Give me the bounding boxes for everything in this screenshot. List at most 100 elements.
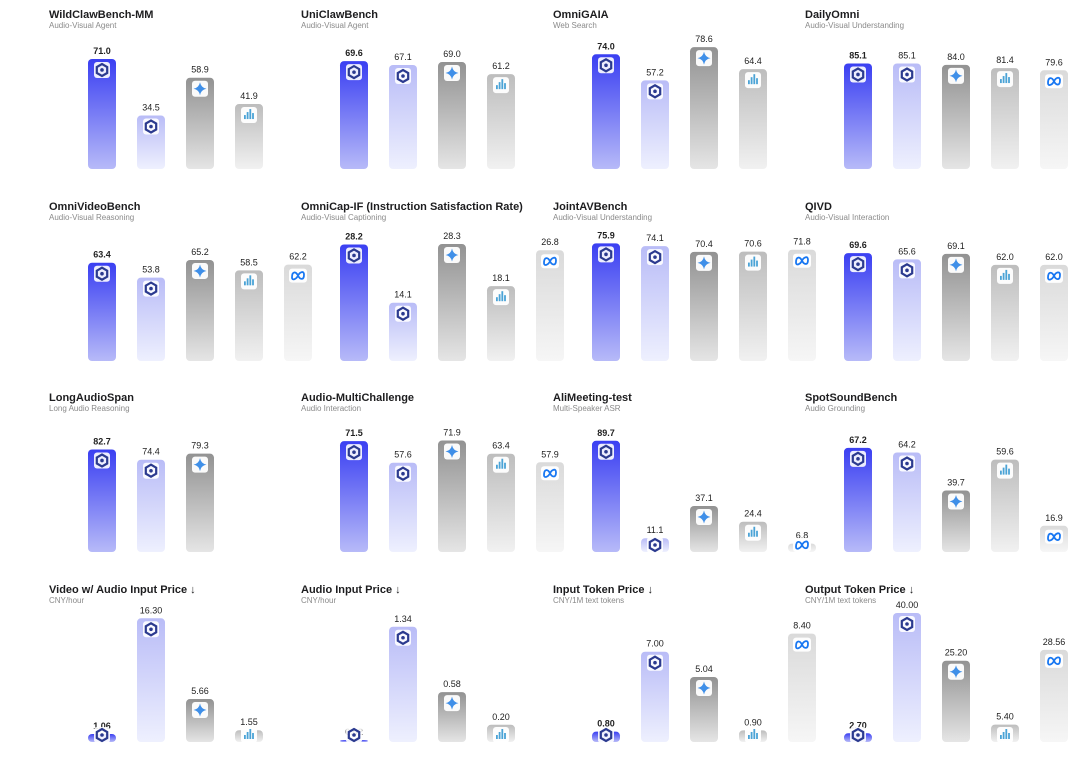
hex-flower-icon xyxy=(143,621,159,638)
bar-value-label: 18.1 xyxy=(492,273,510,283)
chart-title: LongAudioSpan xyxy=(49,392,134,404)
hex-flower-icon xyxy=(395,67,411,84)
bars-icon xyxy=(493,456,509,473)
bar xyxy=(690,251,718,361)
bar-value-label: 62.2 xyxy=(289,252,307,262)
bar-value-label: 74.0 xyxy=(597,41,615,51)
bar-value-label: 58.5 xyxy=(240,257,258,267)
bar-value-label: 28.56 xyxy=(1043,637,1066,647)
hex-flower-icon xyxy=(598,443,614,460)
bar-value-label: 26.8 xyxy=(541,237,559,247)
bar xyxy=(438,62,466,169)
bar xyxy=(1040,264,1068,361)
meta-loop-icon xyxy=(1045,268,1063,283)
chart-subtitle: Web Search xyxy=(553,21,597,30)
chart-title: JointAVBench xyxy=(553,201,628,213)
bar-value-label: 79.6 xyxy=(1045,57,1063,67)
star-spark-icon xyxy=(948,67,964,84)
bar-value-label: 1.34 xyxy=(394,614,412,624)
star-spark-icon xyxy=(444,443,460,460)
bar-chart: 63.4 53.8 65.2 58.5 62.2 xyxy=(88,247,312,361)
chart-subtitle: Audio-Visual Agent xyxy=(301,21,369,30)
bar-value-label: 82.7 xyxy=(93,436,111,446)
hex-flower-icon xyxy=(143,118,159,135)
chart-title: OmniCap-IF (Instruction Satisfaction Rat… xyxy=(301,201,523,213)
bar-value-label: 74.1 xyxy=(646,233,664,243)
bar xyxy=(844,63,872,170)
chart-subtitle: Multi-Speaker ASR xyxy=(553,404,621,413)
bar-value-label: 61.2 xyxy=(492,61,510,71)
bar xyxy=(340,441,368,552)
bar-value-label: 14.1 xyxy=(394,290,412,300)
hex-flower-icon xyxy=(143,462,159,479)
bar xyxy=(1040,70,1068,169)
hex-flower-icon xyxy=(598,246,614,263)
bar-value-label: 70.4 xyxy=(695,239,713,249)
chart-title: QIVD xyxy=(805,201,832,213)
bar-value-label: 58.9 xyxy=(191,65,209,75)
bar-value-label: 40.00 xyxy=(896,600,919,610)
bar-value-label: 62.0 xyxy=(1045,252,1063,262)
bar-value-label: 74.4 xyxy=(142,447,160,457)
hex-flower-icon xyxy=(850,66,866,83)
bar-value-label: 8.40 xyxy=(793,621,811,631)
chart-panel: AliMeeting-test Multi-Speaker ASR 89.7 11.1… xyxy=(504,383,816,575)
bar-value-label: 69.6 xyxy=(849,240,867,250)
hex-flower-icon xyxy=(899,66,915,83)
bar-value-label: 28.3 xyxy=(443,231,461,241)
meta-loop-icon xyxy=(793,637,811,652)
chart-subtitle: CNY/hour xyxy=(301,596,337,605)
bar-value-label: 84.0 xyxy=(947,52,965,62)
bar-chart: 1.06 16.30 5.66 1.55 xyxy=(88,605,263,743)
bar-value-label: 71.5 xyxy=(345,428,363,438)
hex-flower-icon xyxy=(850,450,866,467)
bar-value-label: 69.0 xyxy=(443,49,461,59)
chart-subtitle: Audio-Visual Understanding xyxy=(805,21,905,30)
chart-subtitle: CNY/hour xyxy=(49,596,85,605)
star-spark-icon xyxy=(948,493,964,510)
bar xyxy=(186,453,214,552)
bar xyxy=(137,459,165,552)
bar-value-label: 57.2 xyxy=(646,67,664,77)
bar-value-label: 81.4 xyxy=(996,55,1014,65)
bar xyxy=(788,633,816,742)
bar xyxy=(592,243,620,361)
chart-panel: UniClawBench Audio-Visual Agent 69.6 67.1 69… xyxy=(252,0,515,192)
bar-value-label: 78.6 xyxy=(695,34,713,44)
star-spark-icon xyxy=(192,80,208,97)
bar-value-label: 24.4 xyxy=(744,509,762,519)
bar-value-label: 5.04 xyxy=(695,664,713,674)
bars-icon xyxy=(745,727,761,743)
star-spark-icon xyxy=(696,50,712,67)
meta-loop-icon xyxy=(793,253,811,268)
bar-chart: 82.7 74.4 79.3 xyxy=(88,436,214,552)
star-spark-icon xyxy=(696,254,712,271)
bar-chart: 71.5 57.6 71.9 63.4 57.9 xyxy=(340,428,564,552)
chart-panel: OmniGAIA Web Search 74.0 57.2 78.6 64.4 xyxy=(504,0,767,192)
hex-flower-icon xyxy=(94,452,110,469)
star-spark-icon xyxy=(948,256,964,273)
chart-panel: Audio-MultiChallenge Audio Interaction 71.… xyxy=(252,383,564,575)
bar-value-label: 71.9 xyxy=(443,428,461,438)
bar-value-label: 28.2 xyxy=(345,231,363,241)
bar xyxy=(893,63,921,170)
meta-loop-icon xyxy=(1045,529,1063,544)
bar-value-label: 1.06 xyxy=(93,721,111,731)
bar-value-label: 65.2 xyxy=(191,247,209,257)
bars-icon xyxy=(997,462,1013,479)
bar-value-label: 57.9 xyxy=(541,449,559,459)
bar-value-label: 0.80 xyxy=(597,719,615,729)
bar xyxy=(592,440,620,552)
chart-title: DailyOmni xyxy=(805,9,860,21)
bar-value-label: 67.2 xyxy=(849,435,867,445)
bar xyxy=(641,246,669,361)
hex-flower-icon xyxy=(598,727,614,743)
bar-value-label: 39.7 xyxy=(947,477,965,487)
chart-subtitle: Audio Interaction xyxy=(301,404,362,413)
bar xyxy=(186,259,214,361)
bar-chart: 74.0 57.2 78.6 64.4 xyxy=(592,34,767,169)
bar-value-label: 71.8 xyxy=(793,237,811,247)
hex-flower-icon xyxy=(647,249,663,266)
bar xyxy=(536,250,564,361)
chart-title: Input Token Price ↓ xyxy=(553,584,654,596)
